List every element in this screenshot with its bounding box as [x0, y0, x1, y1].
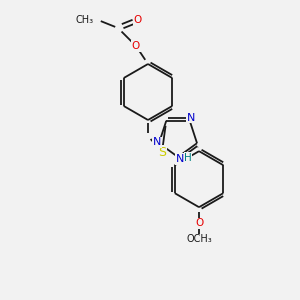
- Text: N: N: [153, 137, 161, 147]
- Text: S: S: [158, 146, 166, 158]
- Text: N: N: [187, 113, 195, 123]
- Text: H: H: [184, 153, 192, 163]
- Text: O: O: [132, 41, 140, 51]
- Text: CH₃: CH₃: [76, 15, 94, 25]
- Text: N: N: [176, 154, 184, 164]
- Text: OCH₃: OCH₃: [186, 234, 212, 244]
- Text: O: O: [195, 218, 203, 228]
- Text: O: O: [134, 15, 142, 25]
